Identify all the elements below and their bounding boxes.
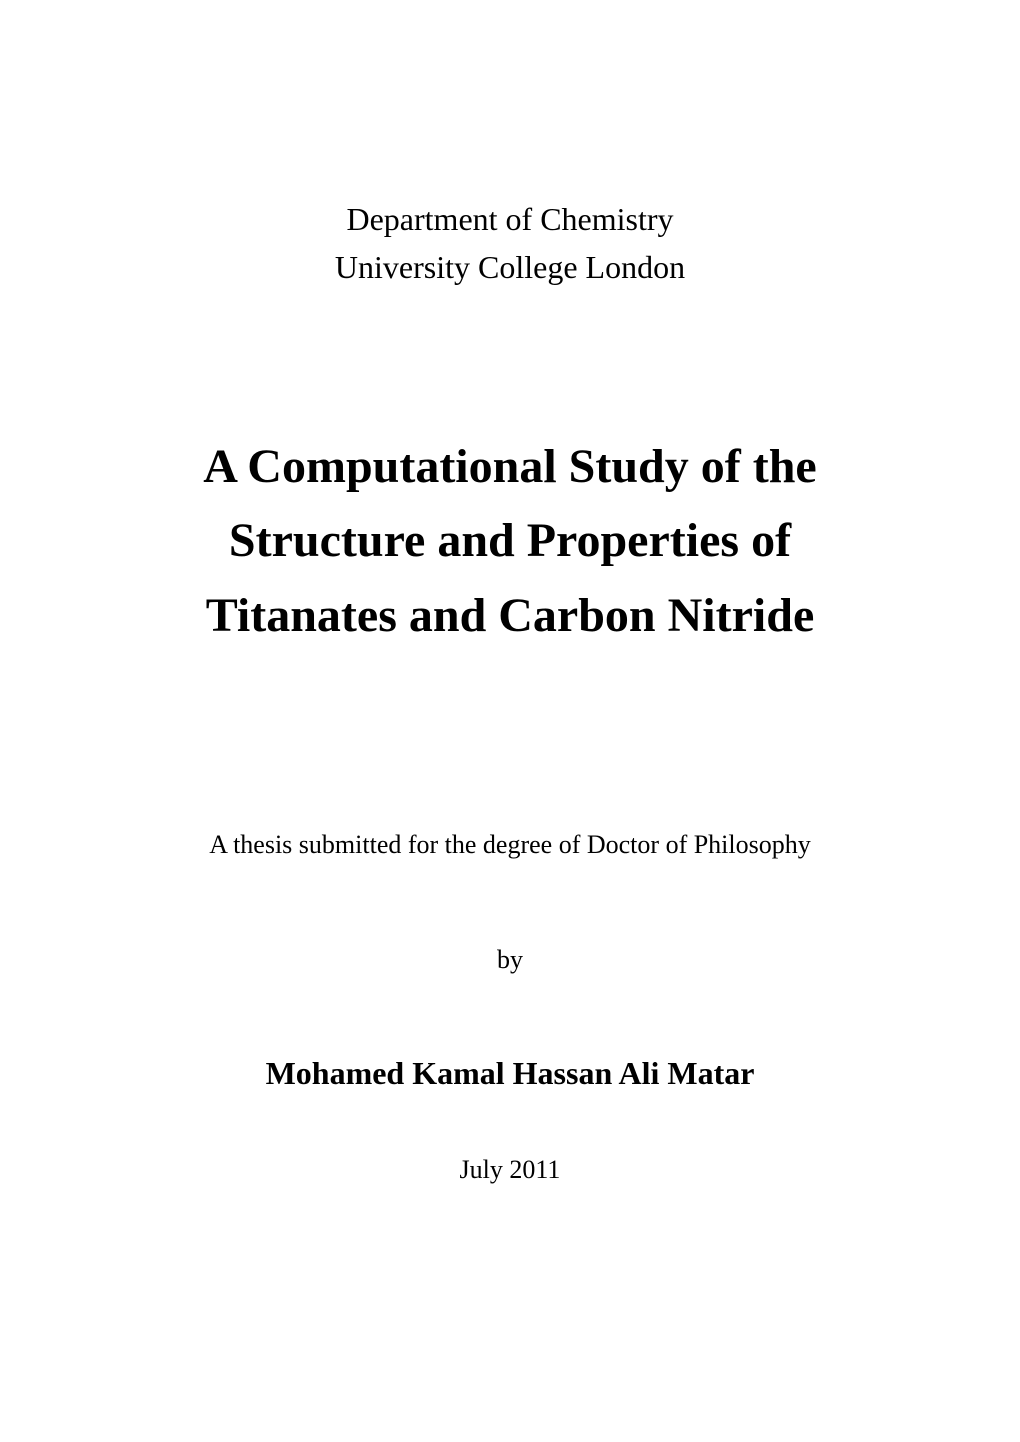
submission-statement: A thesis submitted for the degree of Doc…	[0, 830, 1020, 860]
title-line-2: Structure and Properties of	[0, 504, 1020, 578]
thesis-title-page: Department of Chemistry University Colle…	[0, 0, 1020, 1442]
thesis-title: A Computational Study of the Structure a…	[0, 430, 1020, 653]
author-name: Mohamed Kamal Hassan Ali Matar	[0, 1055, 1020, 1092]
submission-date: July 2011	[0, 1155, 1020, 1185]
department-line: Department of Chemistry	[0, 195, 1020, 243]
title-line-1: A Computational Study of the	[0, 430, 1020, 504]
by-label: by	[0, 945, 1020, 975]
department-block: Department of Chemistry University Colle…	[0, 195, 1020, 291]
title-line-3: Titanates and Carbon Nitride	[0, 579, 1020, 653]
institution-line: University College London	[0, 243, 1020, 291]
